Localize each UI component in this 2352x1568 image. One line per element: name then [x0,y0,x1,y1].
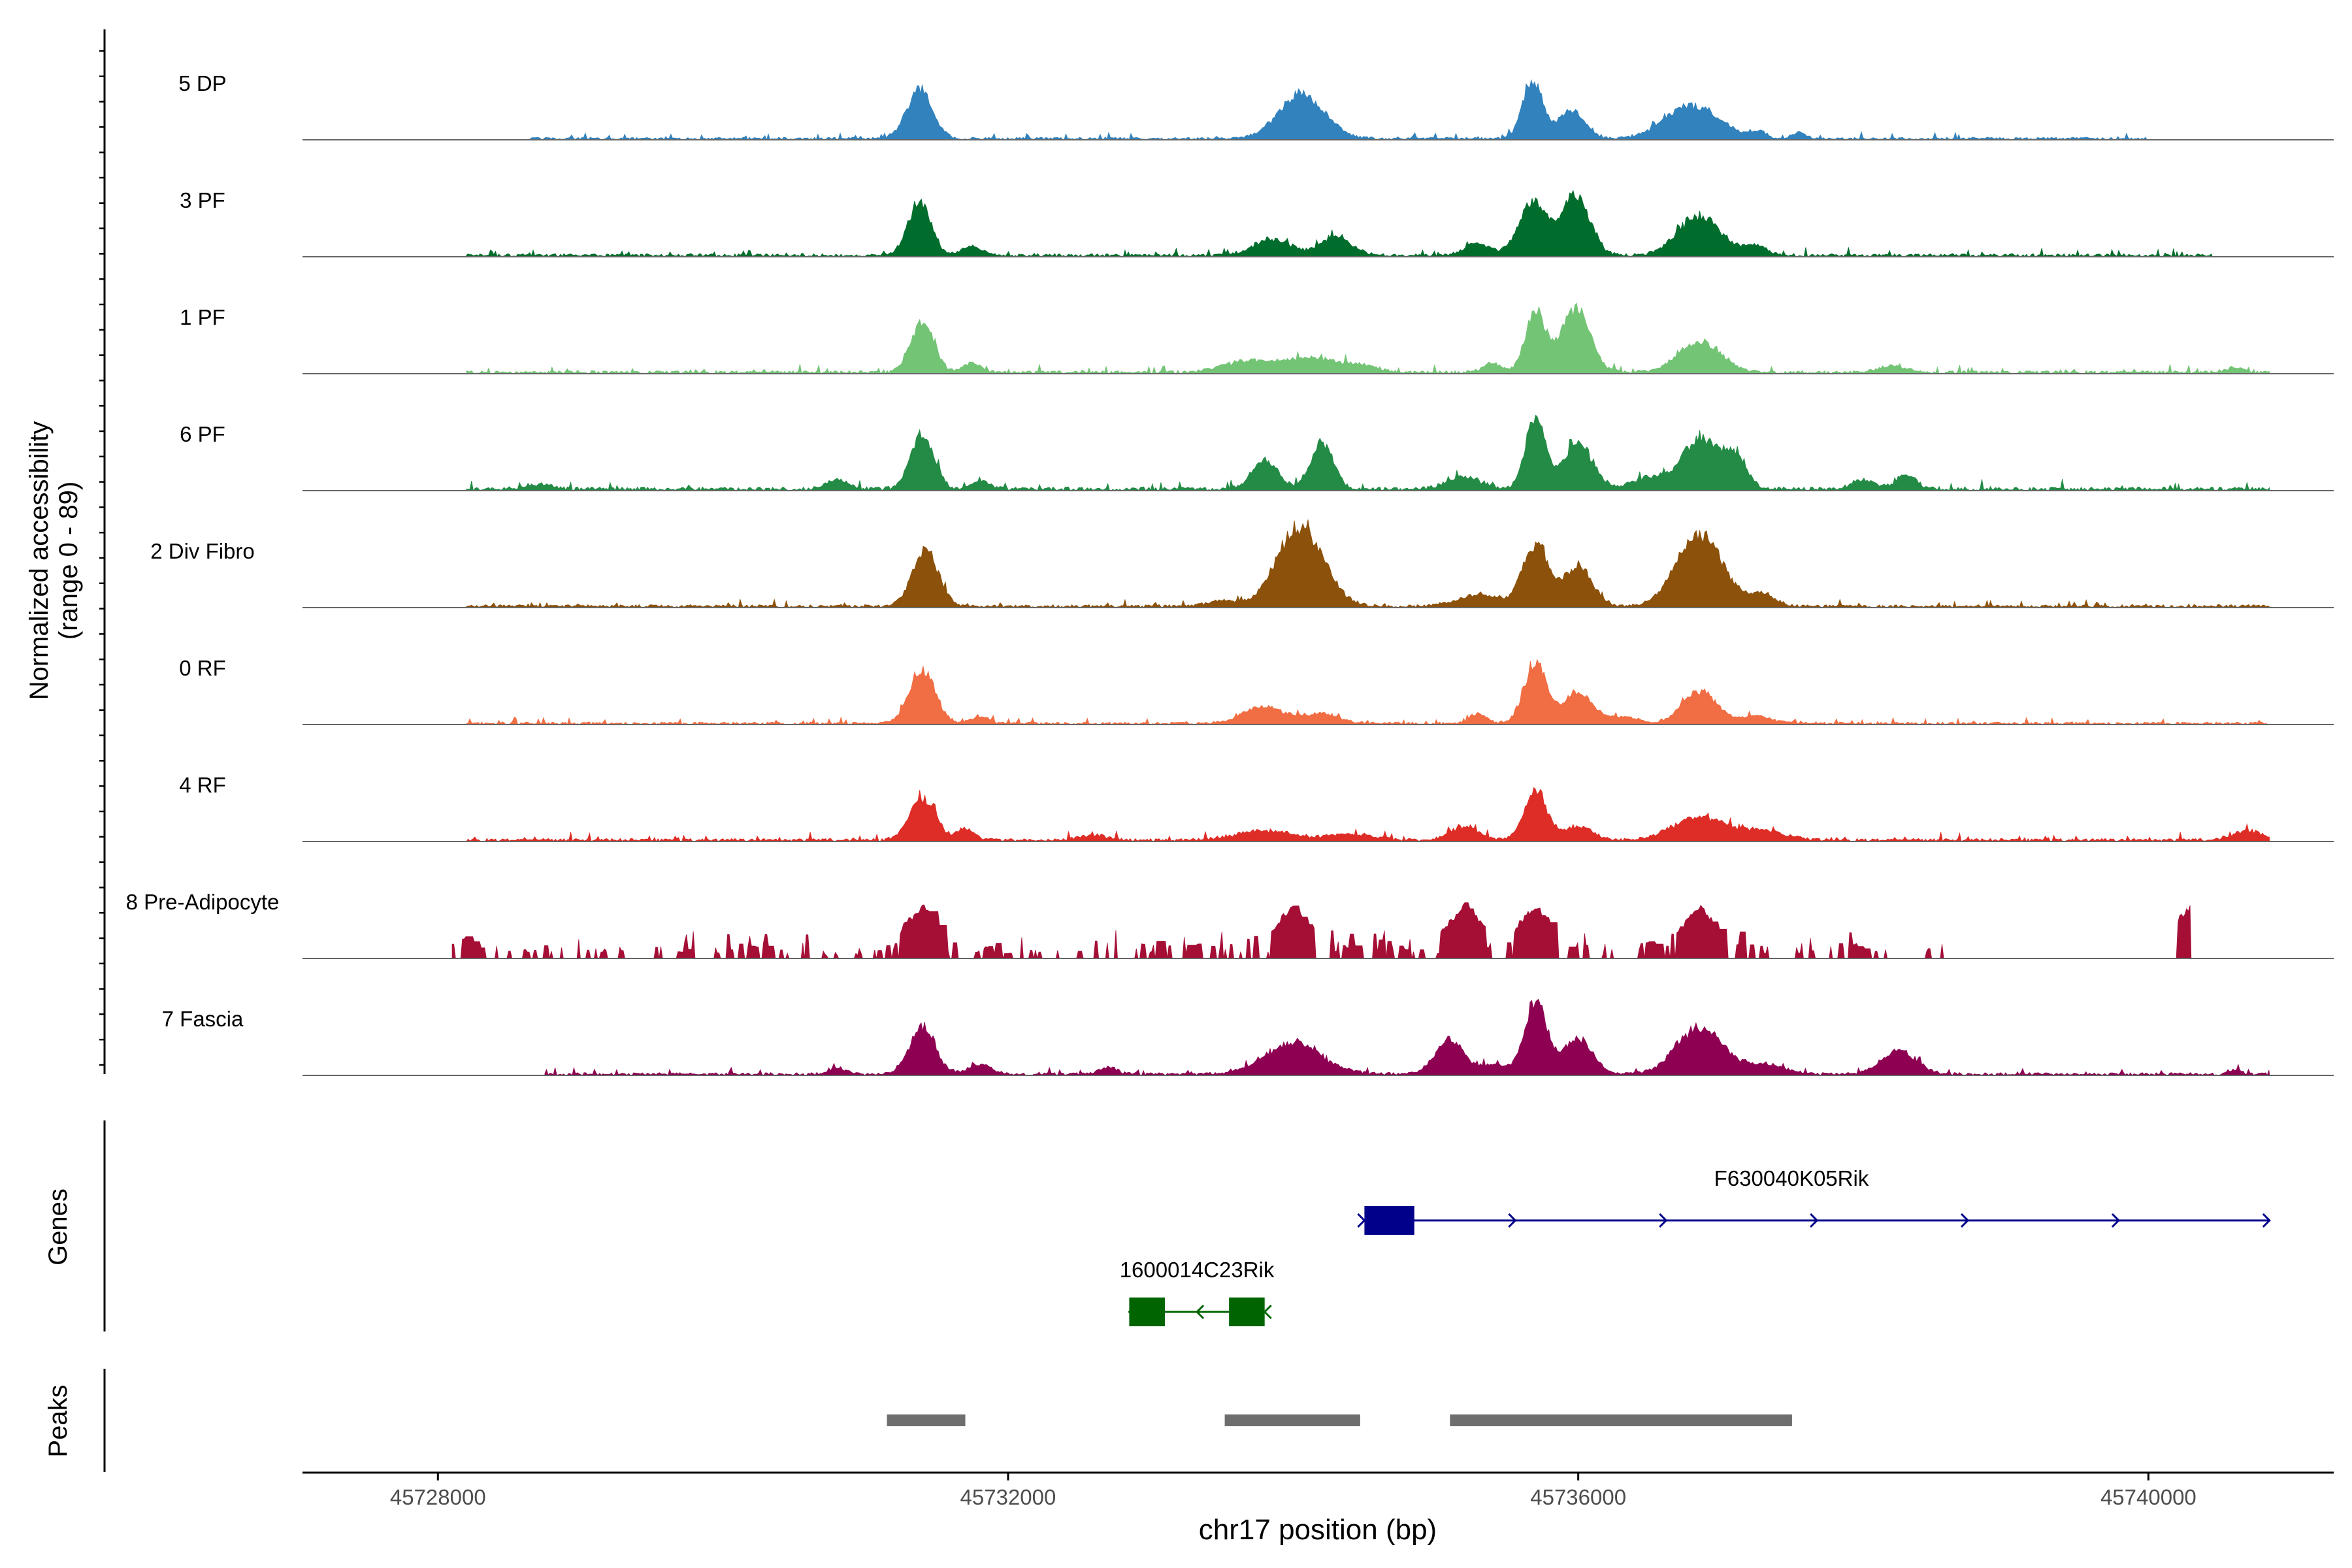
x-tick-label: 45736000 [1530,1485,1626,1509]
track-0-rf: 0 RF [179,656,2334,725]
strand-arrow [1508,1213,1517,1228]
coverage-tracks: 5 DP 3 PF 1 PF 6 PF 2 Div Fibro 0 RF 4 RF 8 Pre… [126,71,2334,1076]
strand-arrow [2262,1213,2271,1228]
exon [1364,1206,1414,1235]
strand-arrow [1659,1213,1668,1228]
gene-label: 1600014C23Rik [1120,1258,1275,1282]
coverage-area [530,78,2149,141]
track-label: 4 RF [179,773,226,797]
x-tick-label: 45732000 [960,1485,1056,1509]
y-axis-range: (range 0 - 89) [54,482,83,640]
peak-region [1224,1414,1360,1426]
coverage-area [466,787,2270,842]
strand-arrow [1263,1304,1272,1320]
x-tick-label: 45728000 [390,1485,486,1509]
track-label: 6 PF [180,422,225,446]
track-2-div-fibro: 2 Div Fibro [150,519,2334,608]
peak-region [1450,1414,1792,1426]
strand-arrow [1357,1213,1366,1228]
track-8-pre-adipocyte: 8 Pre-Adipocyte [126,890,2334,959]
track-label: 0 RF [179,656,226,680]
track-3-pf: 3 PF [180,188,2334,258]
coverage-area [466,189,2213,258]
x-tick-label: 45740000 [2100,1485,2197,1509]
gene-f630040k05rik: F630040K05Rik [1357,1166,2271,1235]
coverage-area [466,414,2270,491]
coverage-area [451,902,2192,959]
coverage-area [466,659,2270,725]
track-label: 5 DP [178,71,226,95]
track-7-fascia: 7 Fascia [162,998,2334,1076]
exon [1229,1298,1265,1326]
y-axis-title: Normalized accessibility [25,421,54,700]
gene-1600014c23rik: 1600014C23Rik [1120,1258,1275,1326]
track-1-pf: 1 PF [180,302,2334,375]
strand-arrow [1195,1304,1205,1320]
gene-label: F630040K05Rik [1714,1166,1869,1190]
peaks-panel-label: Peaks [44,1384,73,1457]
track-label: 3 PF [180,188,225,212]
coverage-area [466,519,2270,608]
genes-panel-label: Genes [44,1188,73,1266]
peak-region [887,1414,966,1426]
track-label: 2 Div Fibro [150,539,255,563]
gene-panel: F630040K05Rik 1600014C23Rik [103,1120,2271,1331]
track-label: 8 Pre-Adipocyte [126,890,280,914]
strand-arrow [2111,1213,2121,1228]
coverage-area [466,302,2270,375]
track-label: 7 Fascia [162,1007,244,1031]
track-label: 1 PF [180,305,225,329]
track-6-pf: 6 PF [180,414,2334,491]
track-5-dp: 5 DP [178,71,2334,141]
strand-arrow [1960,1213,1970,1228]
x-axis-title: chr17 position (bp) [1199,1514,1437,1546]
strand-arrow [1810,1213,1819,1228]
coverage-area [544,998,2270,1076]
x-axis: 45728000 45732000 45736000 45740000 [302,1471,2334,1509]
track-4-rf: 4 RF [179,773,2334,842]
peak-panel [103,1369,1792,1472]
exon [1129,1298,1165,1326]
y-axis [99,29,106,1074]
